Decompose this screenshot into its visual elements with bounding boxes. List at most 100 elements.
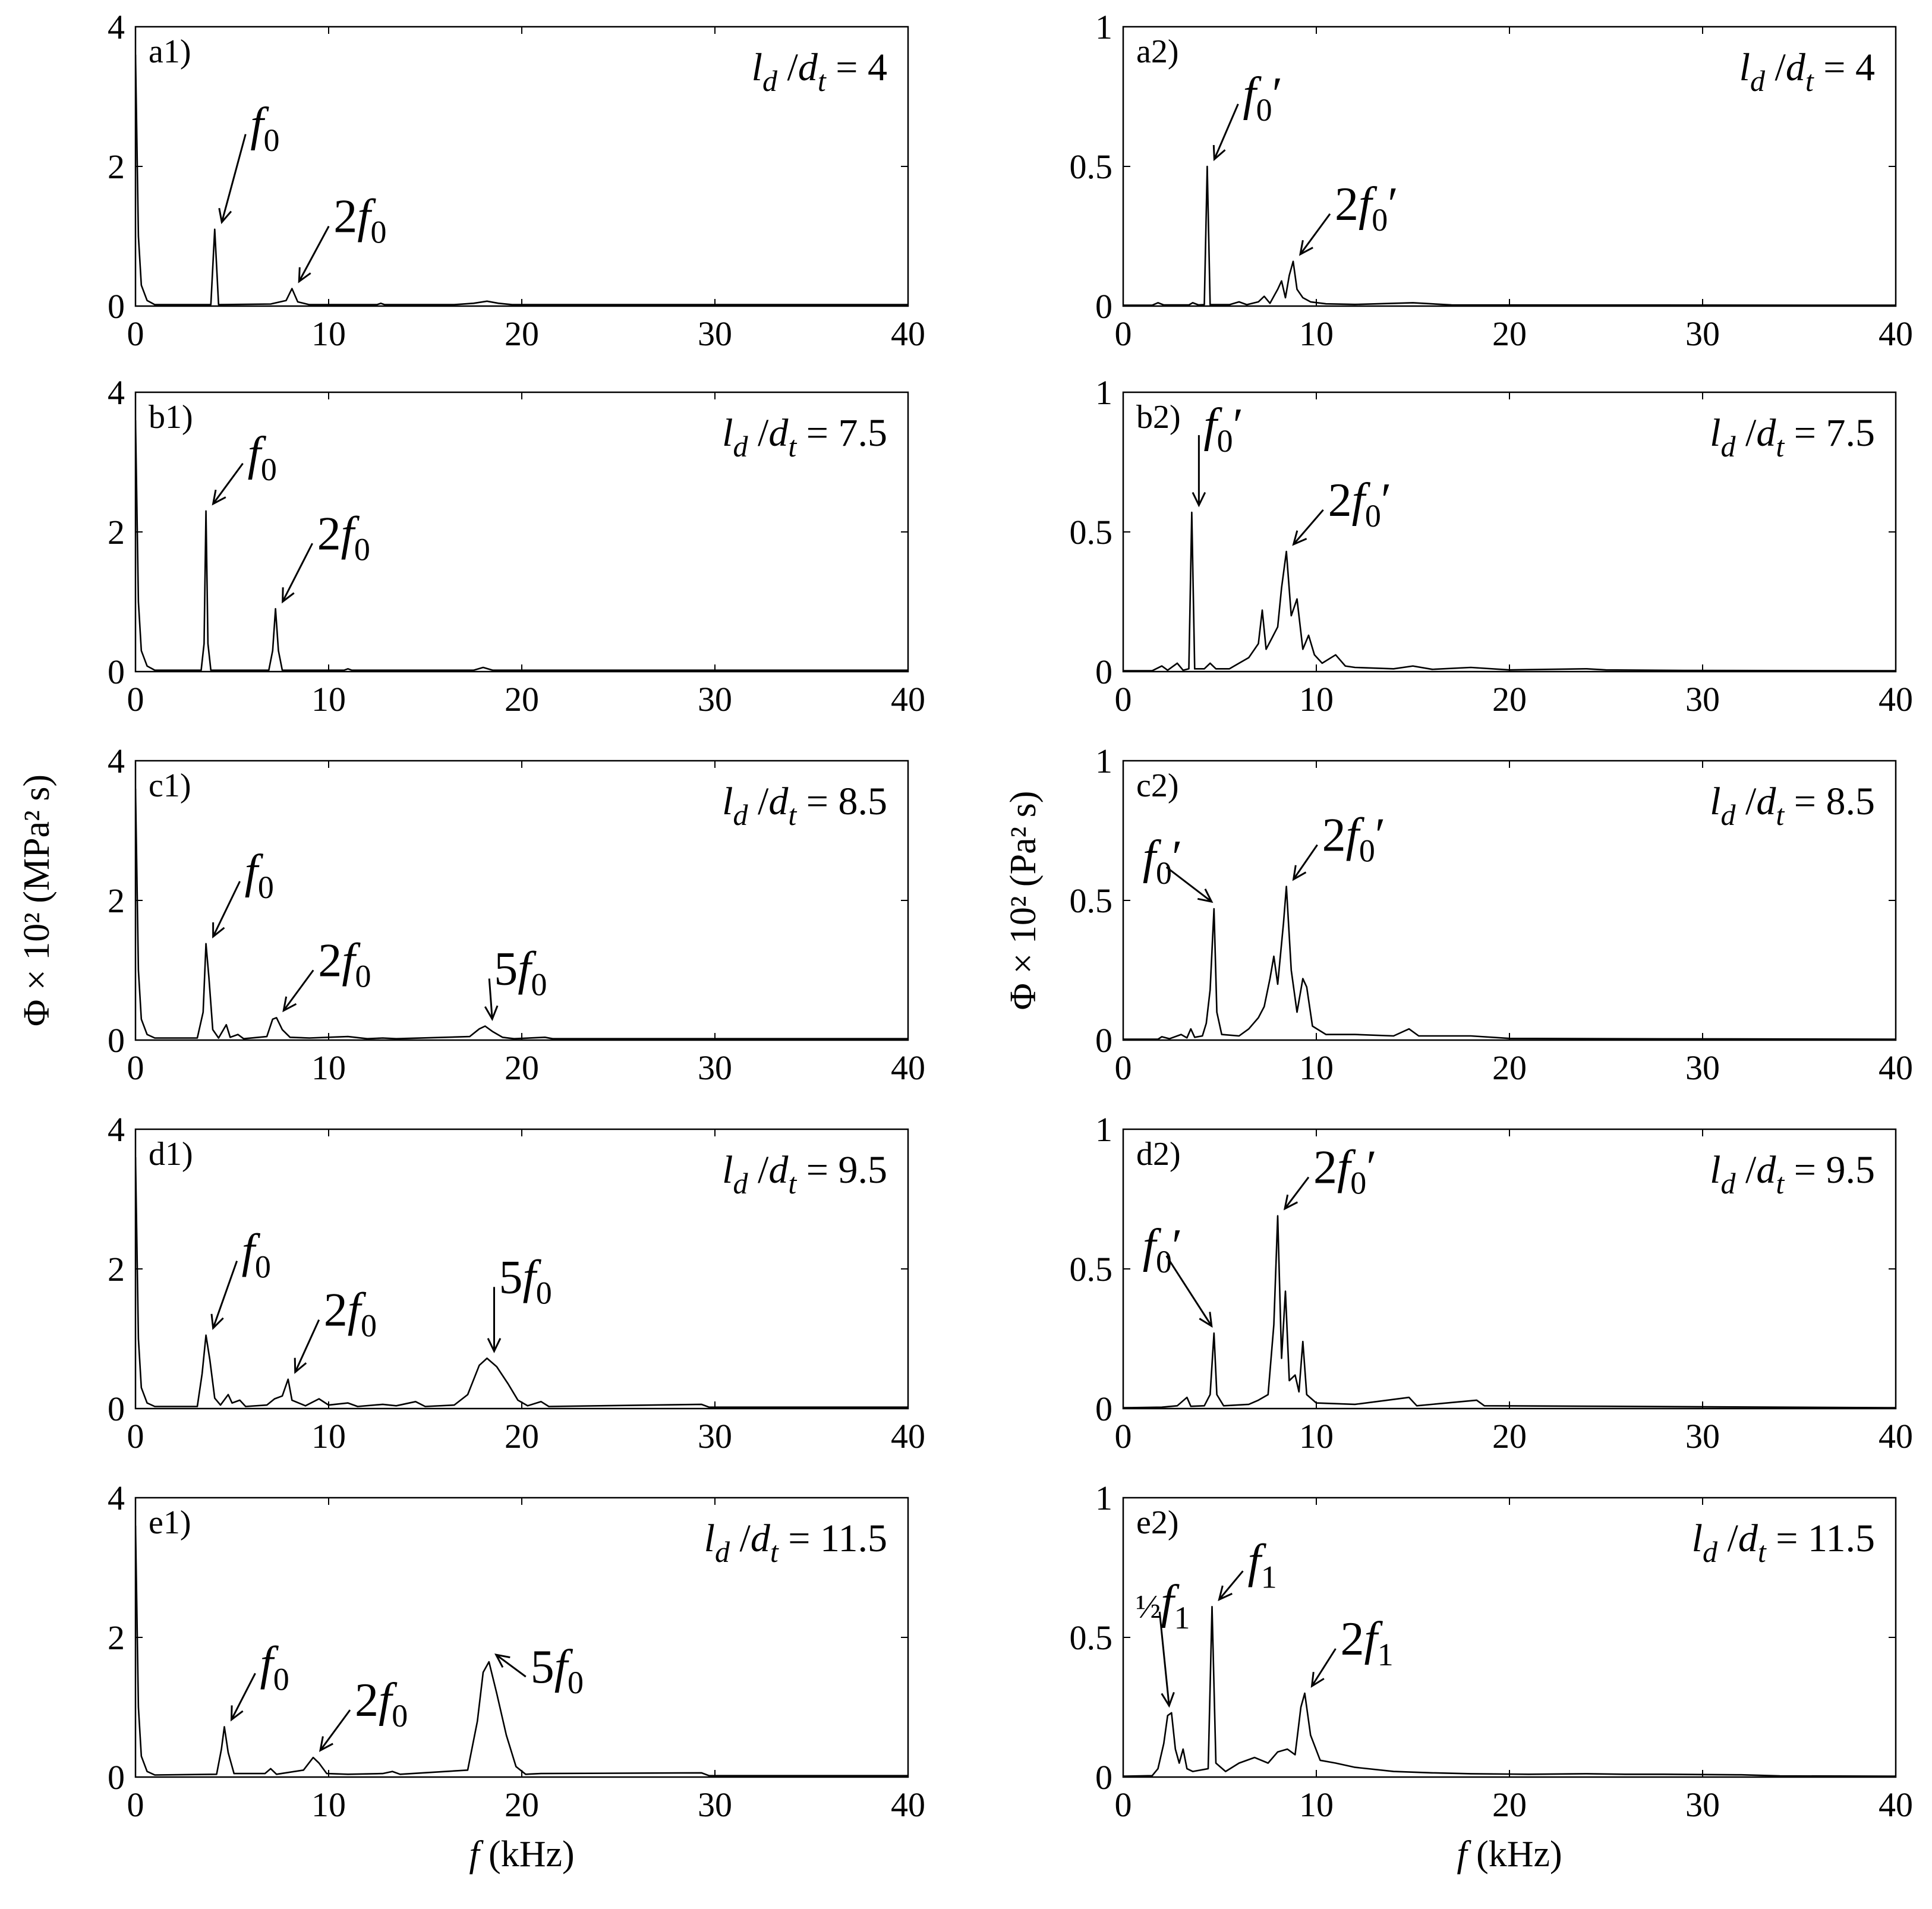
x-tick-label: 20 bbox=[505, 1785, 539, 1824]
series-line bbox=[135, 54, 908, 305]
x-tick-label: 0 bbox=[127, 1048, 144, 1087]
annotation-arrow bbox=[488, 978, 493, 1019]
x-tick-label: 40 bbox=[891, 314, 925, 353]
annotation-arrow bbox=[1213, 103, 1239, 160]
annotation-arrowhead bbox=[484, 1005, 499, 1021]
x-tick-label: 40 bbox=[1879, 1417, 1913, 1456]
x-tick-label: 0 bbox=[1115, 314, 1132, 353]
y-tick-label: 0 bbox=[1095, 1390, 1112, 1428]
annotation-arrowhead bbox=[230, 1705, 244, 1722]
x-tick-label: 30 bbox=[1685, 1048, 1720, 1087]
chart-panel-e2: 0 10 20 30 40 0 0.5 1 e2) ld /dt = 11.5 ½f1 f1 2f1 f … bbox=[1070, 1479, 1914, 1875]
annotation-arrow bbox=[1293, 844, 1318, 880]
x-tick-label: 40 bbox=[891, 1048, 925, 1087]
chart-panel-c1: 0 10 20 30 40 0 2 4 c1) ld /dt = 8.5 f0 2f0 5f0 bbox=[108, 742, 925, 1087]
y-axis-label-right: Φ × 10² (Pa² s) bbox=[1003, 791, 1044, 1010]
y-tick-label: 1 bbox=[1095, 1479, 1112, 1517]
annotation-arrow bbox=[298, 225, 330, 282]
annotation-arrow bbox=[1299, 213, 1331, 255]
peak-annotation-label: 2f0 bbox=[324, 1284, 377, 1344]
chart-panel-b1: 0 10 20 30 40 0 2 4 b1) ld /dt = 7.5 f0 2f0 bbox=[108, 373, 925, 719]
x-tick-label: 0 bbox=[1115, 1785, 1132, 1824]
annotation-arrowhead bbox=[494, 1653, 510, 1668]
annotation-arrowhead bbox=[1192, 492, 1206, 508]
y-tick-label: 0 bbox=[108, 653, 125, 691]
y-tick-label: 2 bbox=[108, 147, 125, 186]
y-tick-label: 2 bbox=[108, 881, 125, 920]
annotation-arrowhead bbox=[319, 1736, 333, 1752]
y-tick-label: 1 bbox=[1095, 8, 1112, 46]
annotation-arrowhead bbox=[212, 922, 225, 938]
x-tick-label: 0 bbox=[127, 1785, 144, 1824]
series-line bbox=[135, 420, 908, 671]
y-tick-label: 0.5 bbox=[1070, 1618, 1113, 1657]
y-tick-label: 1 bbox=[1095, 742, 1112, 780]
x-tick-label: 10 bbox=[311, 680, 346, 719]
x-tick-label: 40 bbox=[891, 1785, 925, 1824]
panel-label: a2) bbox=[1136, 33, 1179, 70]
series-line bbox=[1123, 165, 1896, 306]
ratio-label: ld /dt = 9.5 bbox=[1710, 1148, 1875, 1200]
y-tick-label: 0 bbox=[108, 287, 125, 326]
x-tick-label: 0 bbox=[127, 1417, 144, 1456]
panel-label: e1) bbox=[149, 1504, 191, 1541]
annotation-arrowhead bbox=[1298, 240, 1313, 256]
x-tick-label: 10 bbox=[1299, 314, 1334, 353]
annotation-arrowhead bbox=[487, 1338, 502, 1353]
x-tick-label: 20 bbox=[1492, 1417, 1527, 1456]
peak-annotation-label: f0′ bbox=[1143, 1220, 1183, 1280]
x-tick-label: 20 bbox=[1492, 314, 1527, 353]
x-tick-label: 30 bbox=[1685, 1417, 1720, 1456]
x-tick-label: 30 bbox=[698, 314, 732, 353]
annotation-arrow bbox=[1284, 1176, 1310, 1209]
annotation-arrow bbox=[294, 1319, 320, 1373]
y-tick-label: 0 bbox=[108, 1390, 125, 1428]
x-tick-label: 20 bbox=[505, 680, 539, 719]
annotation-arrow bbox=[1165, 1255, 1213, 1327]
y-tick-label: 0.5 bbox=[1070, 513, 1113, 552]
series-line bbox=[135, 1525, 908, 1776]
series-line bbox=[135, 1157, 908, 1408]
annotation-arrow bbox=[1218, 1570, 1244, 1601]
x-tick-label: 0 bbox=[1115, 1048, 1132, 1087]
x-tick-label: 0 bbox=[1115, 680, 1132, 719]
annotation-arrowhead bbox=[1212, 144, 1226, 162]
y-tick-label: 0 bbox=[1095, 653, 1112, 691]
x-tick-label: 10 bbox=[1299, 680, 1334, 719]
series-line bbox=[1123, 886, 1896, 1040]
x-tick-label: 10 bbox=[311, 1048, 346, 1087]
y-tick-label: 1 bbox=[1095, 373, 1112, 412]
annotation-arrow bbox=[1311, 1648, 1337, 1687]
annotation-arrowhead bbox=[218, 207, 232, 225]
peak-annotation-label: f0 bbox=[248, 428, 277, 487]
x-tick-label: 30 bbox=[1685, 1785, 1720, 1824]
ratio-label: ld /dt = 8.5 bbox=[722, 780, 887, 831]
y-tick-label: 4 bbox=[108, 373, 125, 412]
annotation-arrow bbox=[212, 462, 244, 505]
x-tick-label: 10 bbox=[311, 314, 346, 353]
x-tick-label: 30 bbox=[1685, 680, 1720, 719]
y-tick-label: 0 bbox=[1095, 1021, 1112, 1060]
peak-annotation-label: f0 bbox=[250, 99, 279, 158]
x-tick-label: 20 bbox=[1492, 1785, 1527, 1824]
series-line bbox=[135, 788, 908, 1039]
chart-panel-d1: 0 10 20 30 40 0 2 4 d1) ld /dt = 9.5 f0 2f0 5f0 bbox=[108, 1110, 925, 1456]
x-tick-label: 0 bbox=[127, 680, 144, 719]
ratio-label: ld /dt = 11.5 bbox=[1692, 1517, 1875, 1568]
x-axis-label: f (kHz) bbox=[469, 1834, 574, 1875]
peak-annotation-label: 2f0′ bbox=[1322, 809, 1386, 869]
y-tick-label: 0.5 bbox=[1070, 1250, 1113, 1289]
x-tick-label: 10 bbox=[1299, 1417, 1334, 1456]
annotation-arrow bbox=[220, 134, 247, 223]
x-tick-label: 40 bbox=[1879, 314, 1913, 353]
x-axis-label: f (kHz) bbox=[1457, 1834, 1562, 1875]
y-tick-label: 0 bbox=[108, 1021, 125, 1060]
y-tick-label: 4 bbox=[108, 742, 125, 780]
x-tick-label: 40 bbox=[1879, 1785, 1913, 1824]
peak-annotation-label: 5f0 bbox=[494, 943, 547, 1003]
x-tick-label: 10 bbox=[311, 1785, 346, 1824]
peak-annotation-label: 2f0′ bbox=[1313, 1142, 1377, 1201]
ratio-label: ld /dt = 7.5 bbox=[1710, 411, 1875, 463]
x-tick-label: 20 bbox=[1492, 680, 1527, 719]
x-tick-label: 20 bbox=[505, 1048, 539, 1087]
